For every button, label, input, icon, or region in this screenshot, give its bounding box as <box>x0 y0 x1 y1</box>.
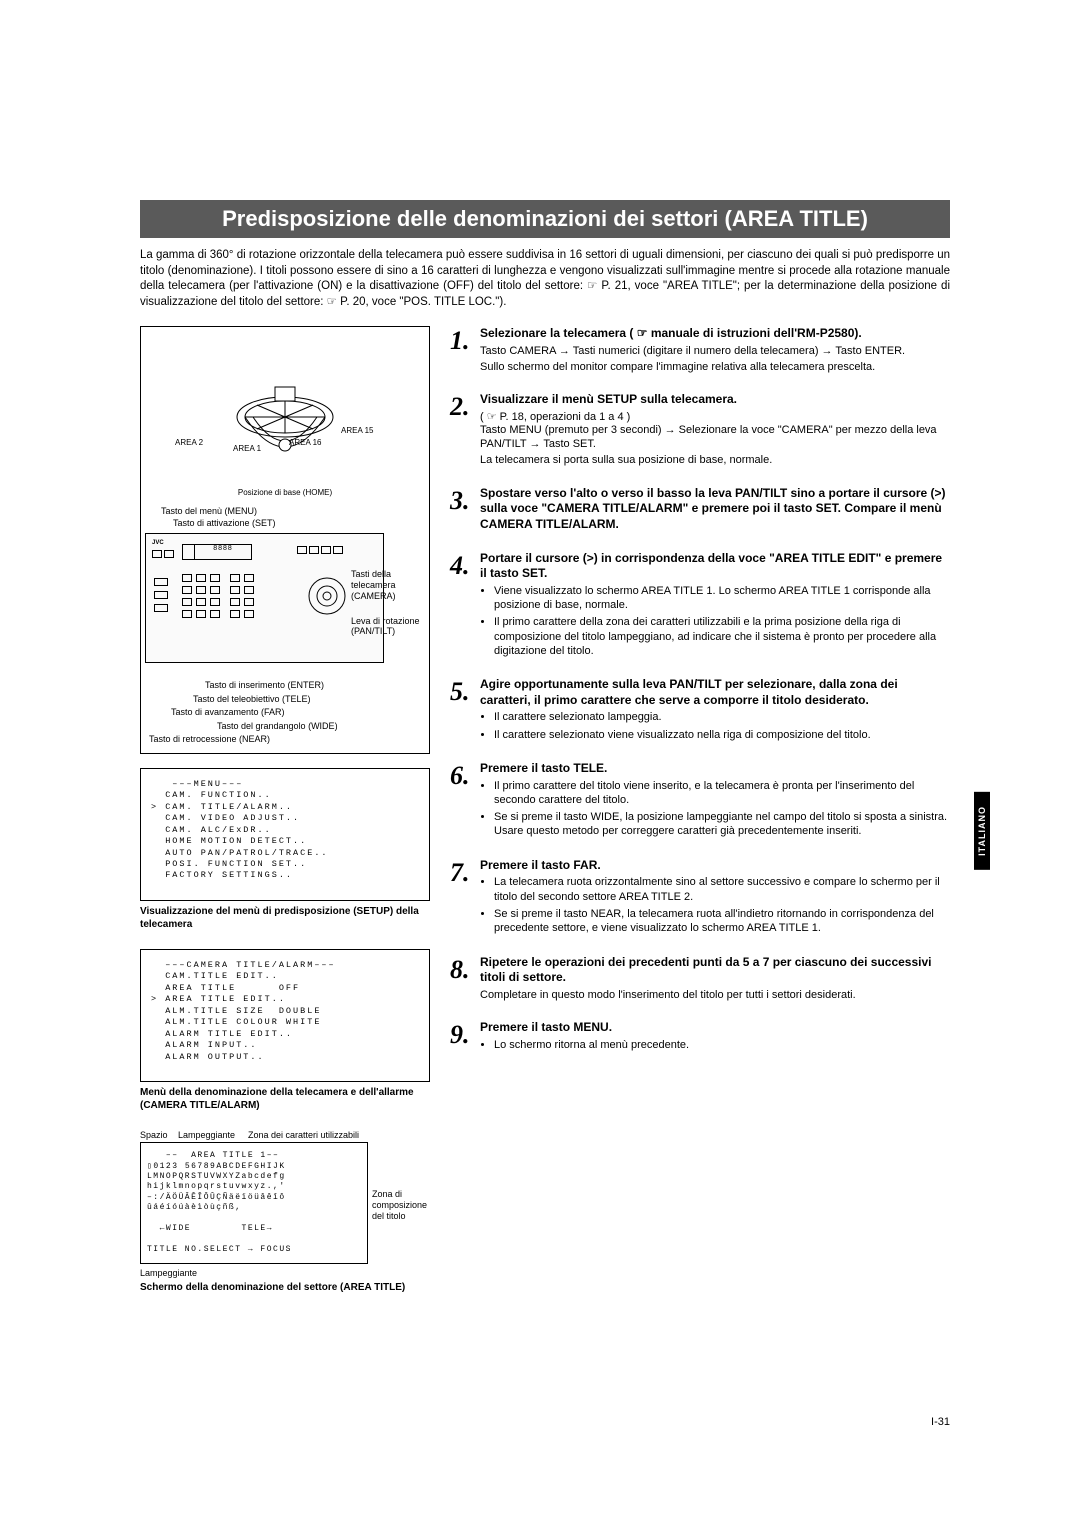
area-label-16: AREA 16 <box>289 438 321 447</box>
step-bullets: Il primo carattere del titolo viene inse… <box>480 779 950 839</box>
step-5: 5Agire opportunamente sulla leva PAN/TIL… <box>450 677 950 745</box>
home-position-label: Posizione di base (HOME) <box>141 489 429 498</box>
far-key-label: Tasto di avanzamento (FAR) <box>149 706 429 720</box>
step-bullets: La telecamera ruota orizzontalmente sino… <box>480 875 950 935</box>
bullet-item: Il primo carattere del titolo viene inse… <box>494 779 950 808</box>
step-number: 6 <box>450 761 480 842</box>
step-1: 1Selezionare la telecamera ( ☞ manuale d… <box>450 326 950 376</box>
step-title: Spostare verso l'alto o verso il basso l… <box>480 486 950 533</box>
step-subtext: La telecamera si porta sulla sua posizio… <box>480 453 950 467</box>
bullet-item: Se si preme il tasto WIDE, la posizione … <box>494 810 950 839</box>
step-title: Portare il cursore (>) in corrispondenza… <box>480 551 950 582</box>
near-key-label: Tasto di retrocessione (NEAR) <box>149 733 429 747</box>
anno-char-zone: Zona dei caratteri utilizzabili <box>248 1130 359 1140</box>
step-bullets: Viene visualizzato lo schermo AREA TITLE… <box>480 584 950 658</box>
step-number: 7 <box>450 858 480 939</box>
step-8: 8Ripetere le operazioni dei precedenti p… <box>450 955 950 1004</box>
area-title-caption: Schermo della denominazione del settore … <box>140 1281 430 1294</box>
setup-menu-screen: –––MENU––– CAM. FUNCTION.. > CAM. TITLE/… <box>140 768 430 901</box>
bullet-item: Il carattere selezionato viene visualizz… <box>494 728 950 742</box>
anno-spazio: Spazio <box>140 1130 172 1140</box>
step-title: Selezionare la telecamera ( ☞ manuale di… <box>480 326 950 342</box>
section-banner: Predisposizione delle denominazioni dei … <box>140 200 950 238</box>
step-subtext: Tasto MENU (premuto per 3 secondi) → Sel… <box>480 423 950 452</box>
steps-column: 1Selezionare la telecamera ( ☞ manuale d… <box>450 326 950 1312</box>
bullet-item: La telecamera ruota orizzontalmente sino… <box>494 875 950 904</box>
anno-blinking: Lampeggiante <box>140 1268 430 1279</box>
step-number: 9 <box>450 1020 480 1055</box>
area-title-screen: –– AREA TITLE 1–– ▯0123 56789ABCDEFGHIJK… <box>140 1142 368 1264</box>
area-label-2: AREA 2 <box>175 438 203 447</box>
step-subtext: Sullo schermo del monitor compare l'imma… <box>480 360 950 374</box>
anno-lampeggiante: Lampeggiante <box>178 1130 242 1140</box>
setup-menu-caption: Visualizzazione del menù di predisposizi… <box>140 905 430 931</box>
step-title: Ripetere le operazioni dei precedenti pu… <box>480 955 950 986</box>
step-title: Visualizzare il menù SETUP sulla telecam… <box>480 392 950 408</box>
bullet-item: Il carattere selezionato lampeggia. <box>494 710 950 724</box>
step-4: 4Portare il cursore (>) in corrispondenz… <box>450 551 950 662</box>
bullet-item: Viene visualizzato lo schermo AREA TITLE… <box>494 584 950 613</box>
step-number: 1 <box>450 326 480 376</box>
tele-key-label: Tasto del teleobiettivo (TELE) <box>149 693 429 707</box>
step-title: Premere il tasto MENU. <box>480 1020 950 1036</box>
anno-compose-zone: Zona di composizione del titolo <box>372 1189 430 1221</box>
step-3: 3Spostare verso l'alto o verso il basso … <box>450 486 950 535</box>
step-ref: ( ☞ P. 18, operazioni da 1 a 4 ) <box>480 410 950 423</box>
step-6: 6Premere il tasto TELE. Il primo caratter… <box>450 761 950 842</box>
step-9: 9Premere il tasto MENU. Lo schermo ritorn… <box>450 1020 950 1055</box>
step-number: 2 <box>450 392 480 469</box>
step-title: Agire opportunamente sulla leva PAN/TILT… <box>480 677 950 708</box>
step-subtext: Completare in questo modo l'inserimento … <box>480 988 950 1002</box>
pantilt-lever-label: Leva di rotazione (PAN/TILT) <box>351 616 431 638</box>
step-bullets: Lo schermo ritorna al menù precedente. <box>480 1038 950 1052</box>
step-number: 4 <box>450 551 480 662</box>
camera-keys-label: Tasti della telecamera (CAMERA) <box>351 569 431 601</box>
intro-paragraph: La gamma di 360° di rotazione orizzontal… <box>140 248 950 310</box>
step-7: 7Premere il tasto FAR.La telecamera ruot… <box>450 858 950 939</box>
set-key-label: Tasto di attivazione (SET) <box>161 518 429 530</box>
dome-illustration <box>215 377 355 487</box>
step-number: 5 <box>450 677 480 745</box>
title-alarm-menu-caption: Menù della denominazione della telecamer… <box>140 1086 430 1112</box>
step-title: Premere il tasto FAR. <box>480 858 950 874</box>
page-number: I-31 <box>931 1416 950 1428</box>
step-title: Premere il tasto TELE. <box>480 761 950 777</box>
title-alarm-menu-screen: –––CAMERA TITLE/ALARM––– CAM.TITLE EDIT.… <box>140 949 430 1082</box>
step-number: 8 <box>450 955 480 1004</box>
menu-key-label: Tasto del menù (MENU) <box>161 506 429 518</box>
bullet-item: Lo schermo ritorna al menù precedente. <box>494 1038 950 1052</box>
step-2: 2Visualizzare il menù SETUP sulla teleca… <box>450 392 950 469</box>
language-tab: ITALIANO <box>974 792 990 870</box>
bullet-item: Il primo carattere della zona dei caratt… <box>494 615 950 658</box>
area-label-15: AREA 15 <box>341 426 373 435</box>
step-bullets: Il carattere selezionato lampeggia. Il ca… <box>480 710 950 742</box>
step-number: 3 <box>450 486 480 535</box>
camera-remote-diagram: AREA 2 AREA 1 AREA 16 AREA 15 Posizione … <box>140 326 430 754</box>
bullet-item: Se si preme il tasto NEAR, la telecamera… <box>494 907 950 936</box>
wide-key-label: Tasto del grandangolo (WIDE) <box>149 720 429 734</box>
area-label-1: AREA 1 <box>233 444 261 453</box>
remote-control-illustration: JVC 8888 <box>145 533 384 663</box>
step-subtext: Tasto CAMERA → Tasti numerici (digitare … <box>480 344 950 358</box>
enter-key-label: Tasto di inserimento (ENTER) <box>149 679 429 693</box>
